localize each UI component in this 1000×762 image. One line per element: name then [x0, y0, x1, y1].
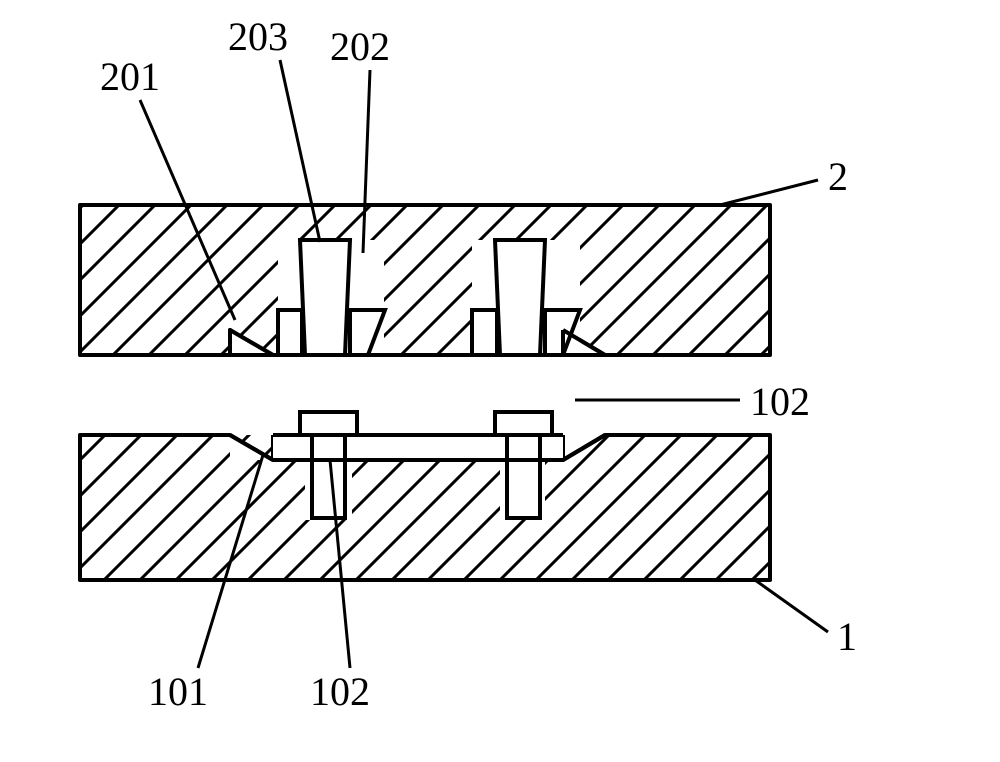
labels: 201 203 202 2 102 101 102 1 — [100, 14, 857, 714]
label-202: 202 — [330, 24, 390, 69]
upper-block-hatch — [80, 205, 770, 355]
label-201: 201 — [100, 54, 160, 99]
label-2: 2 — [828, 154, 848, 199]
label-1: 1 — [837, 614, 857, 659]
upper-left-assembly — [278, 240, 385, 356]
label-203: 203 — [228, 14, 288, 59]
label-102: 102 — [310, 669, 370, 714]
label-102: 102 — [750, 379, 810, 424]
label-101: 101 — [148, 669, 208, 714]
